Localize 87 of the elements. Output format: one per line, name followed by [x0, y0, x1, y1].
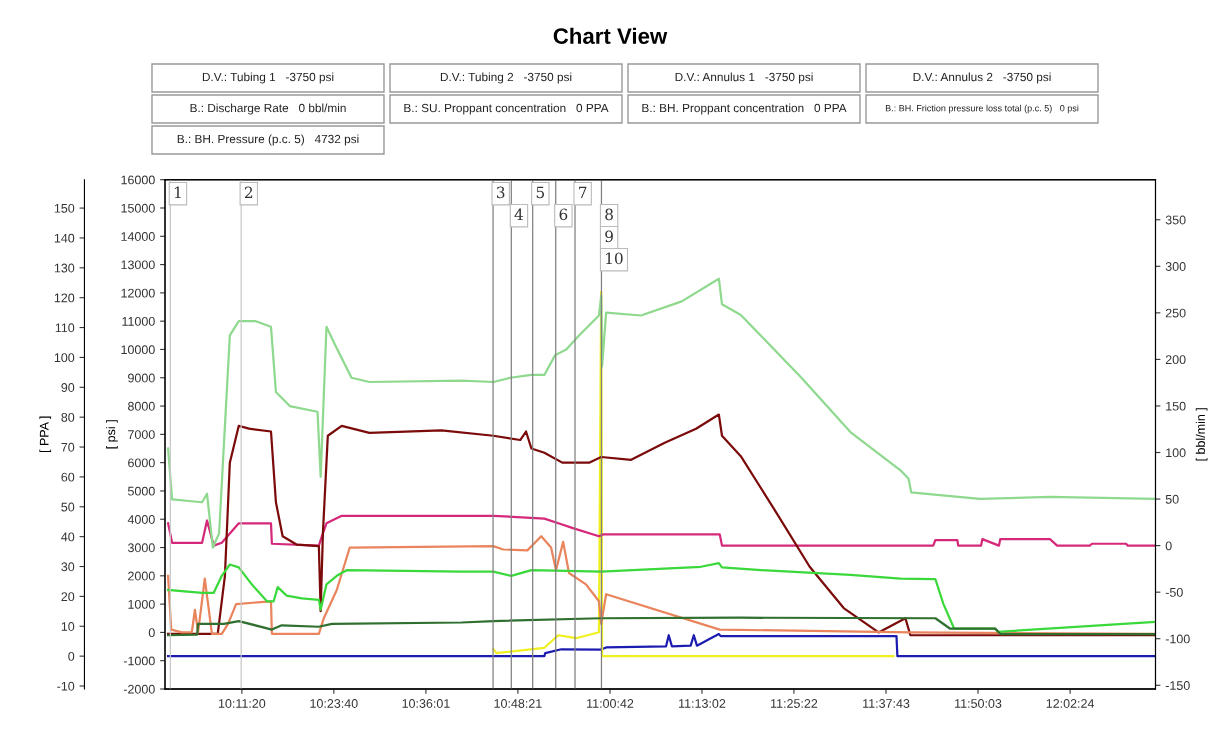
line-series	[166, 413, 1156, 637]
y-tick-label: 14000	[121, 232, 155, 241]
y3-tick-label: 30	[61, 562, 75, 572]
y3-tick-label: 120	[54, 293, 75, 303]
y3-tick-label: 130	[54, 263, 75, 273]
y2-tick-label: 200	[1165, 355, 1186, 365]
y3-tick-label: 110	[55, 323, 75, 333]
y-tick-label: 12000	[121, 288, 155, 298]
y3-tick-label: 40	[61, 532, 75, 542]
y3-tick-label: 90	[61, 383, 75, 392]
annotation: 3	[496, 186, 505, 199]
line-series	[166, 277, 1156, 549]
text: B.: BH. Pressure (p.c. 5) 4732 psi	[177, 134, 359, 146]
y3-tick-label: 140	[54, 233, 75, 243]
y-tick-label: 8000	[128, 401, 155, 411]
y-tick-label: 2000	[128, 571, 155, 581]
y-tick-label: 3000	[127, 543, 155, 553]
y3-tick-label: 10	[61, 622, 75, 631]
x-tick-label: 10:11:20	[218, 699, 266, 708]
y3-tick-label: 80	[61, 412, 75, 422]
annotation: 10	[606, 252, 623, 265]
x-tick-label: 10:36:01	[402, 699, 450, 708]
text: B.: SU. Proppant concentration 0 PPA	[404, 103, 609, 115]
y-axis-title: [ psi ]	[106, 420, 118, 449]
y-tick-label: 16000	[121, 175, 155, 185]
x-tick-label: 10:48:21	[494, 699, 542, 708]
y3-tick-label: 150	[54, 203, 75, 213]
y-tick-label: 6000	[128, 458, 155, 468]
x-tick-label: 10:23:40	[310, 699, 358, 708]
y-tick-label: 4000	[127, 515, 155, 524]
text: D.V.: Annulus 2 -3750 psi	[913, 72, 1051, 84]
y-tick-label: 5000	[127, 486, 155, 496]
x-tick-label: 12:02:24	[1046, 699, 1095, 708]
y2-tick-label: 350	[1165, 215, 1186, 225]
annotation: 5	[536, 186, 545, 199]
y3-tick-label: 50	[61, 502, 75, 512]
y3-tick-label: 20	[61, 592, 75, 602]
y-tick-label: 13000	[121, 260, 155, 270]
y2-tick-label: 0	[1165, 541, 1172, 551]
chart-title: Chart View	[553, 27, 668, 44]
y2-tick-label: 150	[1166, 401, 1186, 411]
y-tick-label: 15000	[121, 203, 155, 213]
text: D.V.: Tubing 2 -3750 psi	[440, 72, 572, 84]
y-tick-label: 1000	[128, 599, 155, 609]
x-tick-label: 11:13:02	[679, 699, 726, 708]
x-tick-label: 11:50:03	[955, 699, 1002, 708]
line-series	[166, 632, 1156, 658]
annotation: 8	[605, 208, 613, 221]
y2-axis-title: [ bbl/min ]	[1195, 408, 1208, 461]
text: B.: Discharge Rate 0 bbl/min	[190, 103, 346, 115]
y3-tick-label: 60	[61, 472, 75, 482]
line-series	[166, 561, 1156, 633]
x-tick-label: 11:25:22	[771, 699, 818, 708]
text: B.: BH. Friction pressure loss total (p.c. 5) 0 psi	[885, 104, 1079, 114]
text: D.V.: Annulus 1 -3750 psi	[675, 72, 813, 84]
annotation: 6	[559, 208, 568, 221]
y2-tick-label: -150	[1165, 681, 1190, 690]
text: B.: BH. Proppant concentration 0 PPA	[642, 103, 847, 115]
y2-tick-label: -50	[1165, 587, 1183, 597]
annotation: 7	[579, 186, 587, 198]
y-tick-label: 9000	[128, 373, 155, 383]
line-series	[492, 290, 895, 658]
y2-tick-label: -100	[1165, 634, 1190, 644]
annotation: 4	[514, 208, 524, 220]
y3-axis-title: [ PPA ]	[39, 416, 52, 453]
y2-tick-label: 250	[1165, 308, 1186, 318]
text: D.V.: Tubing 1 -3750 psi	[202, 72, 334, 84]
y3-tick-label: 70	[61, 442, 75, 452]
annotation: 1	[174, 186, 181, 198]
y3-tick-label: 0	[68, 651, 75, 661]
annotation: 9	[605, 230, 613, 243]
y-tick-label: 11000	[122, 316, 155, 326]
y-tick-label: -2000	[123, 684, 155, 694]
line-series	[166, 514, 1156, 547]
y-tick-label: -1000	[123, 656, 155, 666]
line-series	[166, 616, 1156, 637]
y2-tick-label: 100	[1166, 448, 1186, 458]
annotation: 2	[244, 186, 253, 198]
y-tick-label: 0	[148, 628, 155, 638]
y-tick-label: 10000	[121, 345, 155, 355]
y3-tick-label: 100	[54, 353, 75, 363]
y-tick-label: 7000	[128, 430, 155, 439]
y3-tick-label: -10	[57, 681, 75, 691]
x-tick-label: 11:37:43	[863, 699, 910, 708]
y2-tick-label: 300	[1165, 262, 1186, 271]
y2-tick-label: 50	[1165, 494, 1179, 504]
x-tick-label: 11:00:42	[587, 699, 634, 708]
